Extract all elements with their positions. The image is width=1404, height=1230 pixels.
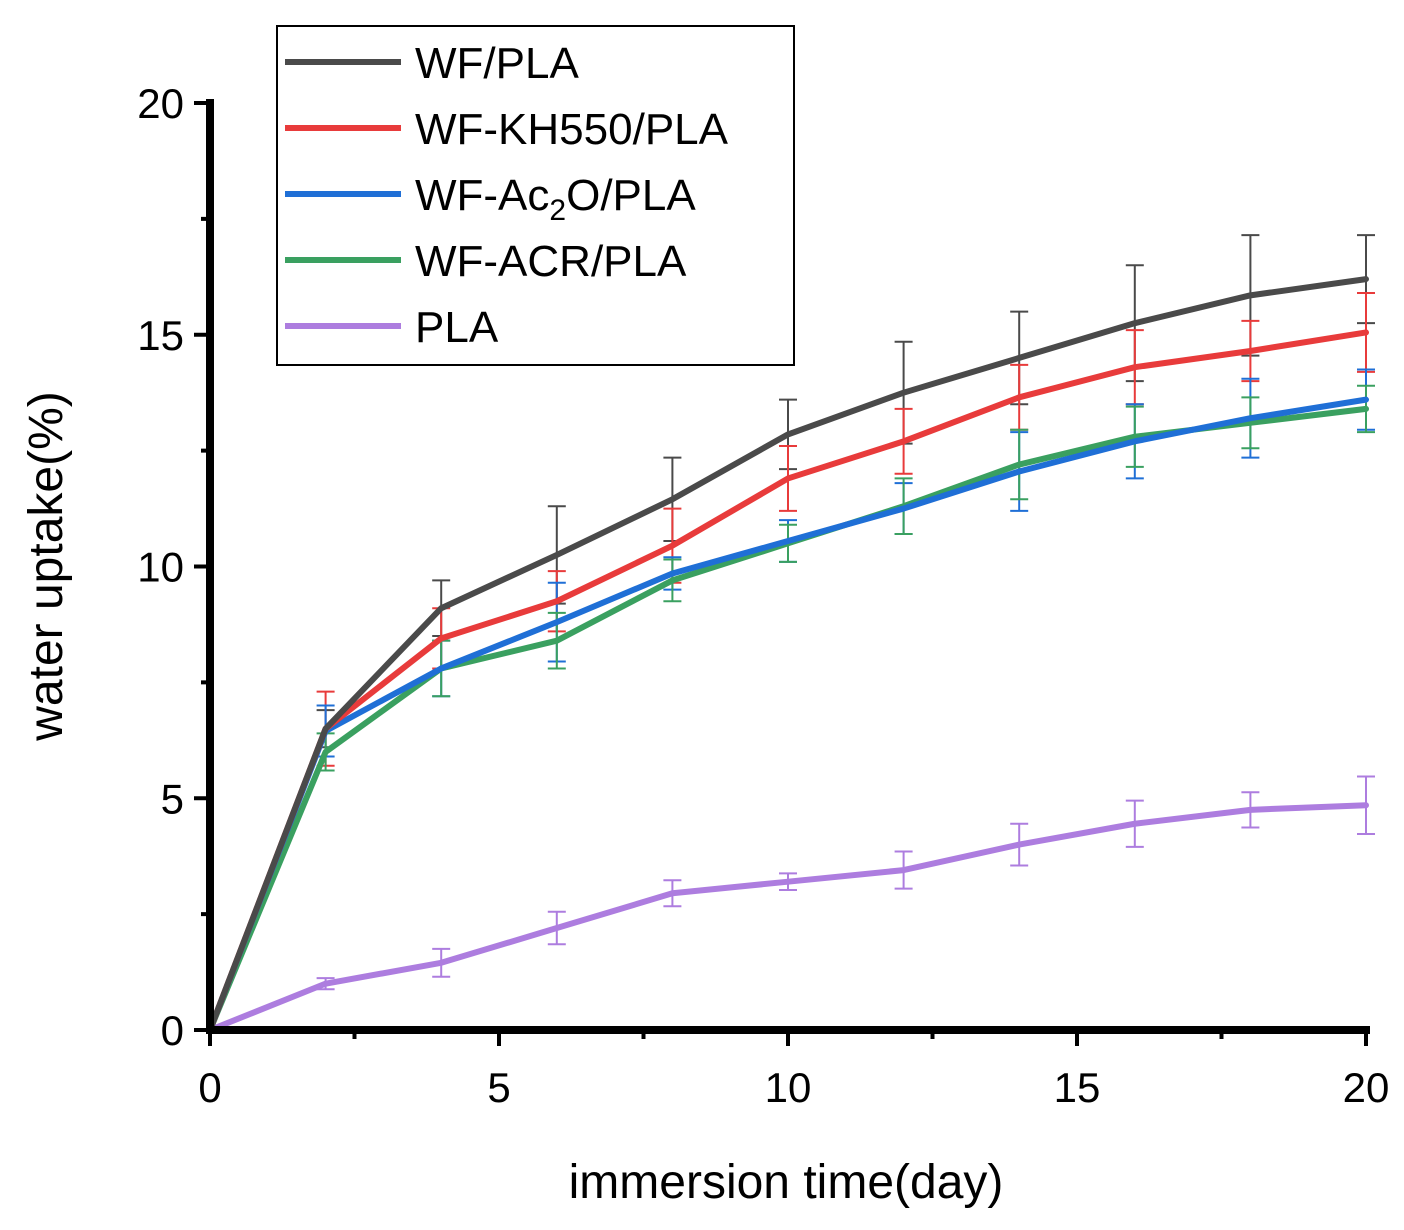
y-tick-label: 20 bbox=[137, 80, 184, 127]
legend-label: WF/PLA bbox=[415, 39, 579, 88]
axes: 0 5 10 15 20 0 5 10 15 20 bbox=[137, 80, 1389, 1111]
y-tick-label: 0 bbox=[161, 1007, 184, 1054]
series-line bbox=[207, 329, 1369, 1033]
legend-item: WF-Ac2O/PLA bbox=[285, 171, 696, 227]
x-tick-label: 10 bbox=[765, 1064, 812, 1111]
y-axis-title: water uptake(%) bbox=[20, 391, 73, 741]
x-tick-label: 5 bbox=[487, 1064, 510, 1111]
legend-label: WF-Ac2O/PLA bbox=[415, 171, 696, 227]
x-tick-label: 20 bbox=[1343, 1064, 1390, 1111]
y-tick-label: 5 bbox=[161, 775, 184, 822]
legend-label: WF-ACR/PLA bbox=[415, 237, 687, 286]
series-line bbox=[207, 802, 1369, 1033]
x-axis-title: immersion time(day) bbox=[569, 1156, 1004, 1209]
legend-label: WF-KH550/PLA bbox=[415, 105, 729, 154]
series-line bbox=[207, 396, 1369, 1033]
y-tick-label: 10 bbox=[137, 544, 184, 591]
x-tick-label: 0 bbox=[198, 1064, 221, 1111]
legend-item: WF-KH550/PLA bbox=[285, 105, 729, 154]
legend-item: WF-ACR/PLA bbox=[285, 237, 687, 286]
y-tick-label: 15 bbox=[137, 312, 184, 359]
series-line bbox=[207, 276, 1369, 1033]
legend: WF/PLA WF-KH550/PLA WF-Ac2O/PLA WF-ACR/PLA P… bbox=[276, 25, 795, 366]
legend-item: WF/PLA bbox=[285, 39, 579, 88]
legend-label: PLA bbox=[415, 303, 499, 352]
series-lines bbox=[207, 276, 1369, 1033]
legend-item: PLA bbox=[285, 303, 499, 352]
x-tick-label: 15 bbox=[1054, 1064, 1101, 1111]
